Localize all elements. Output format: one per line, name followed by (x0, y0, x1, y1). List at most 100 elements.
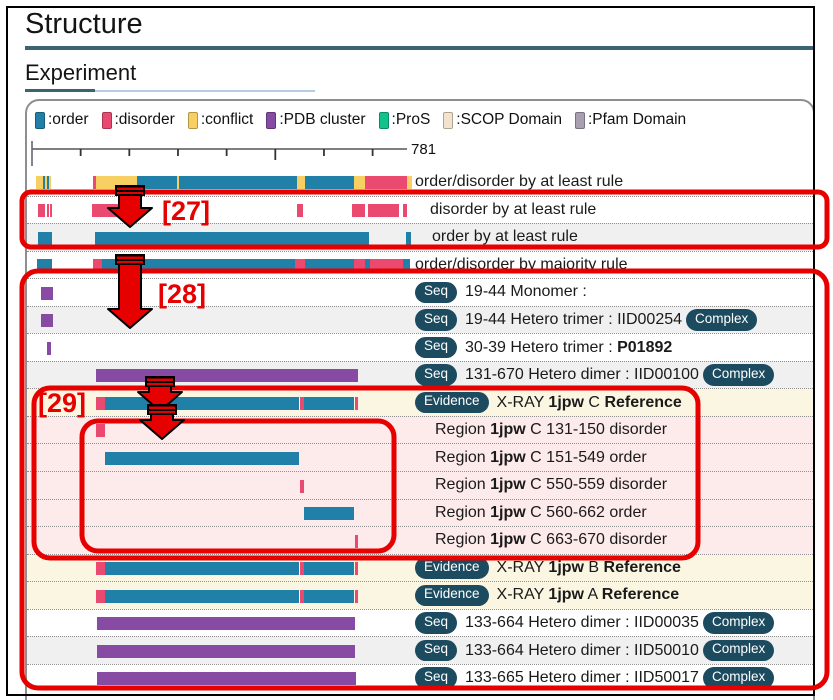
seq-row-label: Seq 133-664 Hetero dimer : IID50010 Comple… (415, 637, 775, 664)
rule-row-label: order by at least rule (415, 224, 578, 251)
region-row: Region 1jpw C 131-150 disorder (27, 415, 813, 444)
row-text: Region 1jpw C 663-670 disorder (435, 531, 668, 549)
row-text: 131-670 Hetero dimer : IID00100 (465, 366, 699, 384)
complex-badge[interactable]: Complex (702, 667, 775, 689)
evidence-row-label: Evidence X-RAY 1jpw C Reference (415, 389, 682, 416)
track-segment-disorder (297, 204, 303, 218)
rule-row-label: order/disorder by majority rule (415, 252, 628, 279)
track-segment-disorder (354, 534, 358, 548)
track-legend: :order:disorder:conflict:PDB cluster:Pro… (35, 111, 686, 129)
track-segment-cluster (46, 341, 51, 355)
legend-swatch-icon (187, 111, 198, 129)
track-segment-order (102, 259, 295, 273)
region-row-label: Region 1jpw C 550-559 disorder (415, 472, 667, 499)
seq-row: Seq 133-664 Hetero dimer : IID00035 Comple… (27, 608, 813, 637)
legend-item-pdb-cluster: :PDB cluster (266, 111, 366, 129)
track-segment-disorder (352, 204, 365, 218)
track-segment-cluster (95, 369, 358, 383)
track-segment-disorder (367, 204, 399, 218)
legend-swatch-icon (101, 111, 112, 129)
seq-badge[interactable]: Seq (415, 639, 458, 662)
row-text: order/disorder by at least rule (415, 172, 624, 190)
seq-badge[interactable]: Seq (415, 364, 458, 386)
complex-badge[interactable]: Complex (702, 612, 775, 634)
ruler-end-label: 781 (411, 141, 436, 158)
residue-ruler: 781 (31, 141, 436, 166)
track-segment-disorder (95, 562, 105, 576)
track-segment-order (105, 562, 300, 576)
evidence-badge[interactable]: Evidence (415, 557, 489, 579)
legend-label: :ProS (391, 111, 431, 128)
track-segment-disorder (364, 175, 408, 189)
track-segment-order (304, 396, 355, 410)
track-segment-order (304, 562, 355, 576)
legend-item-disorder: :disorder (101, 111, 175, 129)
row-text: 133-664 Hetero dimer : IID50010 (465, 641, 699, 659)
track-segment-disorder (354, 396, 358, 410)
seq-badge[interactable]: Seq (415, 309, 458, 331)
seq-row: Seq 19-44 Hetero trimer : IID00254 Complex (27, 305, 813, 334)
track-segment-disorder (402, 204, 408, 218)
legend-swatch-icon (35, 111, 45, 129)
region-row: Region 1jpw C 550-559 disorder (27, 471, 813, 499)
seq-row: Seq 19-44 Monomer : (27, 278, 813, 306)
row-text: 133-664 Hetero dimer : IID00035 (465, 614, 699, 632)
track-segment-order (179, 175, 298, 189)
rule-row: order/disorder by at least rule (27, 168, 813, 196)
track-segment-order (304, 589, 355, 603)
track-segment-order (37, 231, 52, 245)
region-row: Region 1jpw C 560-662 order (27, 498, 813, 527)
row-text: X-RAY 1jpw B Reference (496, 558, 681, 576)
region-row-label: Region 1jpw C 663-670 disorder (415, 527, 667, 554)
legend-item-pros: :ProS (378, 111, 431, 129)
seq-row: Seq 133-664 Hetero dimer : IID50010 Comple… (27, 636, 813, 664)
track-segment-cluster (96, 672, 356, 686)
track-segment-order (105, 396, 300, 410)
row-text: Region 1jpw C 151-549 order (435, 448, 647, 466)
track-segment-disorder (354, 589, 358, 603)
evidence-row-label: Evidence X-RAY 1jpw B Reference (415, 555, 681, 582)
rule-row-label: disorder by at least rule (415, 197, 596, 224)
row-text: Region 1jpw C 560-662 order (435, 503, 647, 521)
track-segment-disorder (370, 259, 403, 273)
track-segment-disorder (50, 204, 53, 218)
complex-badge[interactable]: Complex (702, 364, 775, 386)
legend-label: :disorder (114, 111, 175, 128)
section-underline (25, 90, 315, 92)
legend-item-order: :order (35, 111, 89, 129)
track-segment-conflict (407, 175, 413, 189)
track-segment-disorder (92, 259, 103, 273)
legend-swatch-icon (378, 111, 389, 129)
row-text: order by at least rule (432, 228, 578, 246)
track-segment-order (405, 231, 412, 245)
region-row-label: Region 1jpw C 560-662 order (415, 500, 647, 527)
evidence-badge[interactable]: Evidence (415, 584, 489, 607)
evidence-badge[interactable]: Evidence (415, 391, 489, 414)
track-segment-disorder (92, 175, 96, 189)
complex-badge[interactable]: Complex (702, 639, 775, 662)
seq-row-label: Seq 30-39 Hetero trimer : P01892 (415, 334, 672, 361)
track-segment-conflict (297, 175, 305, 189)
track-segment-disorder (95, 424, 105, 438)
track-segment-conflict (177, 175, 180, 189)
track-segment-cluster (41, 314, 54, 328)
track-segment-disorder (299, 479, 304, 493)
row-text: Region 1jpw C 131-150 disorder (435, 421, 668, 439)
track-segment-cluster (41, 286, 54, 300)
section-title: Experiment (25, 60, 137, 85)
region-row: Region 1jpw C 151-549 order (27, 443, 813, 472)
track-segment-cluster (96, 617, 356, 631)
seq-badge[interactable]: Seq (415, 281, 458, 304)
seq-badge[interactable]: Seq (415, 667, 458, 689)
seq-badge[interactable]: Seq (415, 612, 458, 634)
track-segment-order (364, 259, 371, 273)
seq-row: Seq 131-670 Hetero dimer : IID00100 Comple… (27, 360, 813, 389)
seq-row-label: Seq 131-670 Hetero dimer : IID00100 Comple… (415, 362, 775, 389)
seq-row-label: Seq 133-664 Hetero dimer : IID00035 Comple… (415, 610, 775, 637)
track-segment-disorder (299, 589, 304, 603)
track-segment-disorder (354, 259, 365, 273)
row-text: 133-665 Hetero dimer : IID50017 (465, 669, 699, 687)
seq-badge[interactable]: Seq (415, 336, 458, 359)
complex-badge[interactable]: Complex (686, 309, 758, 331)
